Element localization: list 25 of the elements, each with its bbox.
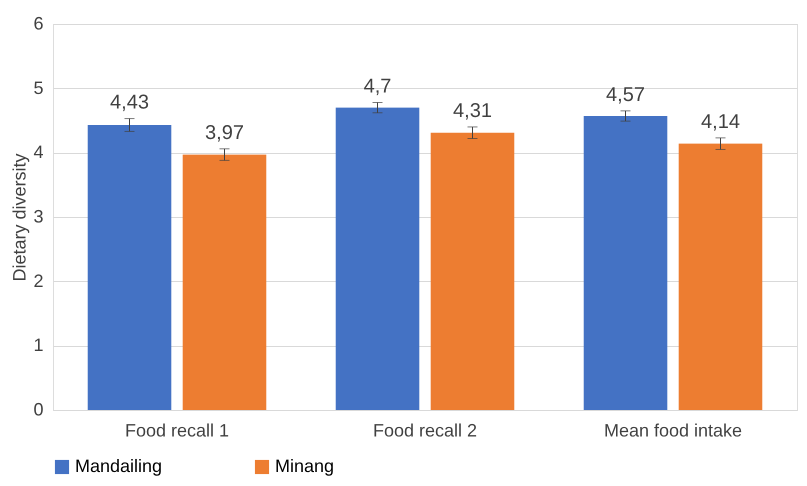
bar [88,125,172,410]
data-label: 4,7 [364,75,392,98]
data-label: 4,57 [606,84,645,106]
bar [584,116,668,410]
y-tick-label: 6 [33,14,44,34]
x-tick-label: Mean food intake [604,420,742,440]
legend-label: Minang [275,456,334,476]
bar [678,144,762,410]
y-tick-label: 5 [33,78,44,98]
y-tick-label: 4 [33,142,44,162]
bar [336,108,420,410]
y-tick-label: 0 [33,400,44,420]
data-label: 4,31 [453,100,492,122]
bar [182,154,266,410]
bar [430,132,514,410]
y-tick-label: 2 [33,270,44,291]
legend-label: Mandailing [75,456,162,476]
y-tick-label: 3 [33,206,44,226]
data-label: 4,43 [110,92,149,114]
x-tick-label: Food recall 2 [372,420,478,440]
y-tick-label: 1 [33,335,44,356]
y-axis-title: Dietary diversity [9,153,30,282]
x-tick-label: Food recall 1 [124,420,230,440]
data-label: 3,97 [205,122,244,144]
data-label: 4,14 [701,110,740,133]
